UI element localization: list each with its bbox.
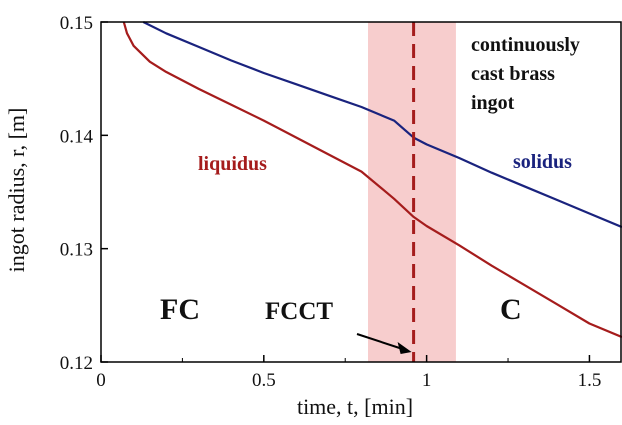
annotation-title-line-2: cast brass (471, 63, 555, 85)
solidus-curve (142, 21, 622, 229)
plot-frame (100, 21, 622, 363)
solidus-label: solidus (513, 151, 572, 173)
axis-ticks: 0 0.5 1 1.5 0.12 0.13 0.14 0.15 (60, 13, 602, 391)
liquidus-curve (122, 21, 622, 339)
liquidus-label: liquidus (198, 153, 267, 175)
y-tick-label: 0.13 (60, 240, 93, 261)
fcct-label: FCCT (265, 298, 333, 325)
x-tick-label: 0 (96, 370, 106, 391)
x-axis-title: time, t, [min] (297, 394, 413, 419)
fcct-arrow (356, 333, 406, 351)
annotation-title-line-1: continuously (471, 34, 580, 56)
fcct-shaded-band (368, 22, 456, 362)
y-tick-label: 0.12 (60, 353, 93, 374)
x-tick-label: 1.5 (578, 370, 602, 391)
plot-area (100, 21, 622, 363)
y-axis-title: ingot radius, r, [m] (4, 108, 29, 273)
y-tick-label: 0.15 (60, 13, 93, 34)
annotation-title-line-3: ingot (471, 92, 515, 114)
x-tick-label: 0.5 (252, 370, 276, 391)
fcct-arrow-head (397, 342, 412, 354)
region-label-c: C (500, 293, 522, 326)
y-tick-label: 0.14 (60, 126, 94, 147)
region-label-fc: FC (160, 293, 200, 326)
x-tick-label: 1 (422, 370, 432, 391)
series-layer (122, 21, 622, 339)
